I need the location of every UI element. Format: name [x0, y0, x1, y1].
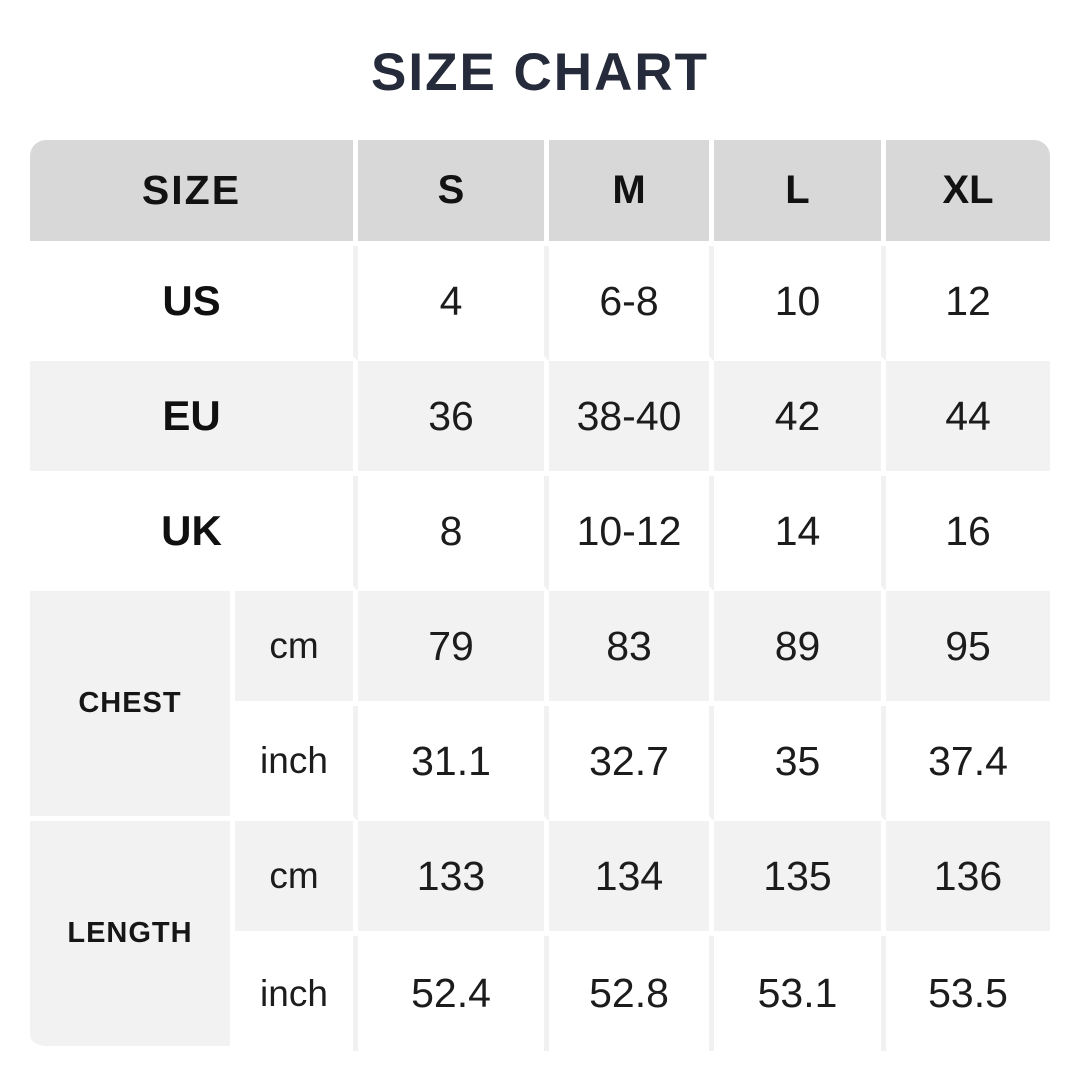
- header-cell-m: M: [549, 140, 714, 246]
- cell-eu-s: 36: [358, 361, 549, 476]
- row-label-uk: UK: [29, 476, 358, 591]
- table-row-chest-cm: CHEST cm 79 83 89 95: [29, 591, 1050, 821]
- header-cell-s: S: [358, 140, 549, 246]
- size-chart-table: SIZE S M L XL US 4 6-8 10 12 EU 36 38-40…: [29, 140, 1050, 1051]
- row-label-chest: CHEST: [29, 591, 235, 821]
- cell-chest-inch-xl: 37.4: [886, 706, 1050, 821]
- table-header-row: SIZE S M L XL: [29, 140, 1050, 246]
- table-row-length-cm: LENGTH cm 133 134 135 136: [29, 821, 1050, 1051]
- table-row-length-inch: inch 52.4 52.8 53.1 53.5: [30, 936, 1050, 1051]
- cell-eu-m: 38-40: [549, 361, 714, 476]
- cell-us-xl: 12: [886, 246, 1050, 361]
- cell-chest-cm-s: 79: [358, 591, 549, 706]
- cell-length-inch-m: 52.8: [549, 936, 714, 1051]
- table-row-us: US 4 6-8 10 12: [29, 246, 1050, 361]
- cell-length-inch-unit: inch: [234, 936, 358, 1051]
- cell-chest-inch-l: 35: [714, 706, 886, 821]
- row-label-us: US: [29, 246, 358, 361]
- cell-length-inch-l: 53.1: [714, 936, 886, 1051]
- cell-chest-inch-m: 32.7: [549, 706, 714, 821]
- cell-length-cm-m: 134: [549, 821, 714, 936]
- header-cell-size: SIZE: [29, 140, 358, 246]
- cell-us-l: 10: [714, 246, 886, 361]
- cell-uk-l: 14: [714, 476, 886, 591]
- table-row-chest-inch: inch 31.1 32.7 35 37.4: [30, 706, 1050, 821]
- cell-length-cm-xl: 136: [886, 821, 1050, 936]
- cell-chest-inch-s: 31.1: [358, 706, 549, 821]
- cell-length-cm-unit: cm: [234, 821, 358, 936]
- header-cell-xl: XL: [886, 140, 1050, 246]
- cell-us-m: 6-8: [549, 246, 714, 361]
- cell-eu-l: 42: [714, 361, 886, 476]
- cell-chest-inch-unit: inch: [234, 706, 358, 821]
- cell-length-inch-s: 52.4: [358, 936, 549, 1051]
- page-title: SIZE CHART: [371, 43, 709, 102]
- table-row-uk: UK 8 10-12 14 16: [29, 476, 1050, 591]
- cell-eu-xl: 44: [886, 361, 1050, 476]
- cell-chest-cm-m: 83: [549, 591, 714, 706]
- cell-chest-cm-xl: 95: [886, 591, 1050, 706]
- cell-chest-cm-unit: cm: [234, 591, 358, 706]
- cell-us-s: 4: [358, 246, 549, 361]
- cell-length-cm-l: 135: [714, 821, 886, 936]
- cell-length-inch-xl: 53.5: [886, 936, 1050, 1051]
- cell-uk-xl: 16: [886, 476, 1050, 591]
- cell-chest-cm-l: 89: [714, 591, 886, 706]
- row-label-eu: EU: [29, 361, 358, 476]
- table-row-eu: EU 36 38-40 42 44: [29, 361, 1050, 476]
- cell-uk-m: 10-12: [549, 476, 714, 591]
- cell-length-cm-s: 133: [358, 821, 549, 936]
- row-label-length: LENGTH: [29, 821, 235, 1051]
- header-cell-l: L: [714, 140, 886, 246]
- cell-uk-s: 8: [358, 476, 549, 591]
